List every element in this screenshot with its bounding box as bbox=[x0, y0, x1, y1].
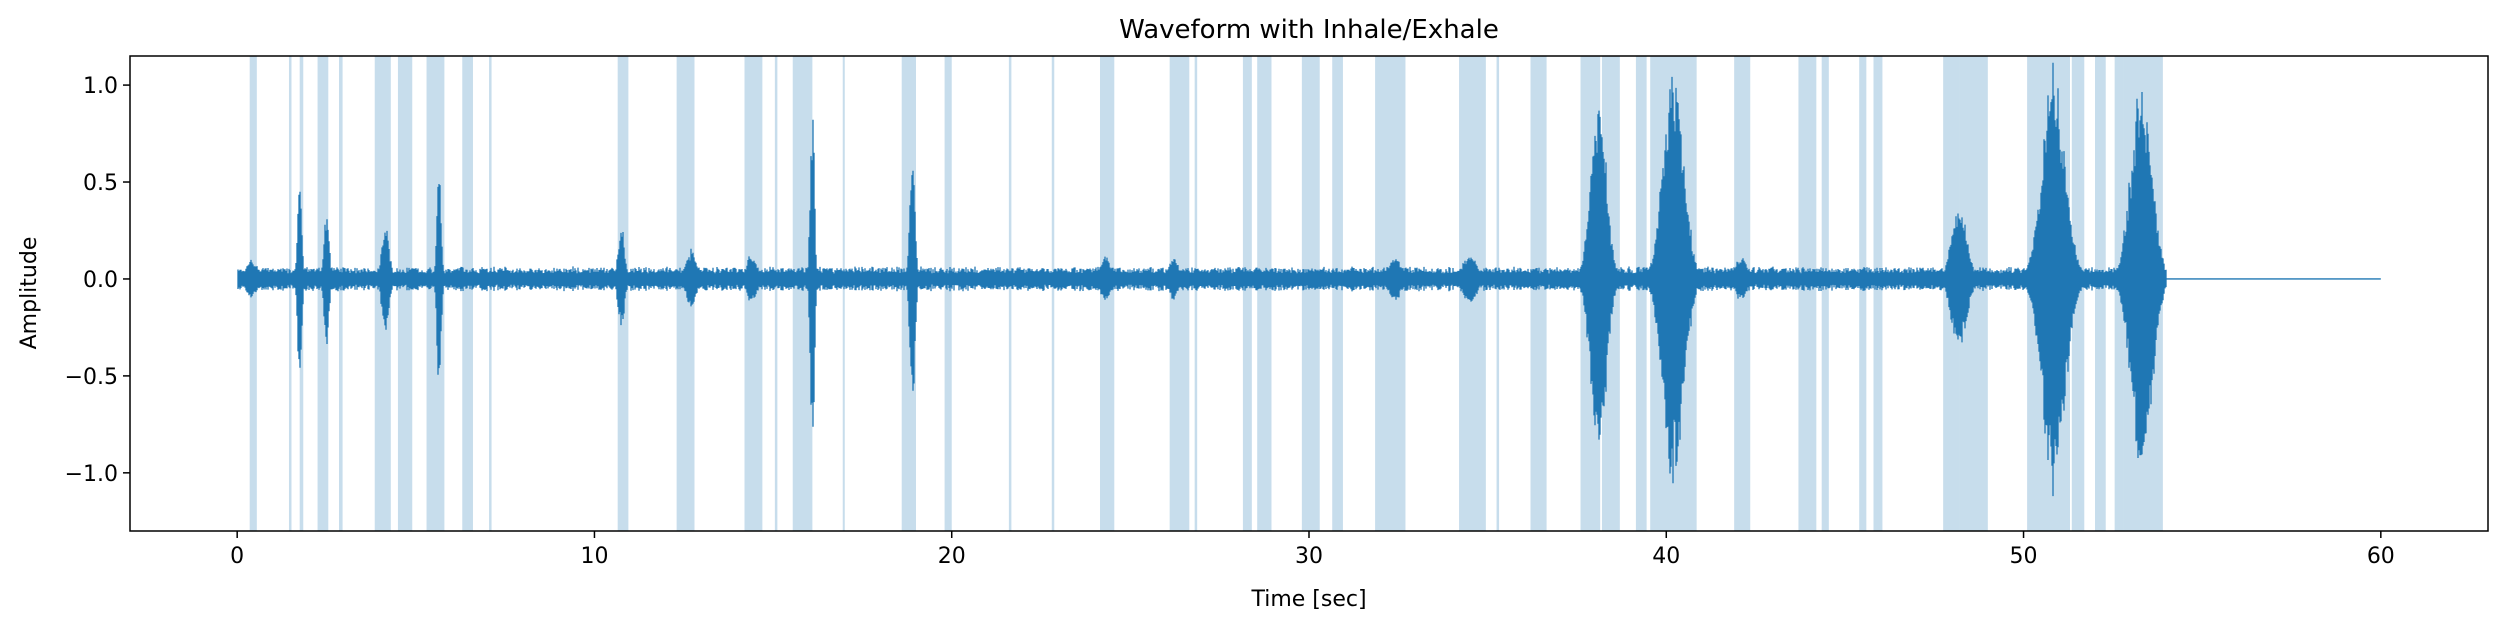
chart-title: Waveform with Inhale/Exhale bbox=[1119, 15, 1499, 45]
y-tick-label: 0.5 bbox=[83, 171, 118, 196]
y-axis-ticks: −1.0 −0.5 0.0 0.5 1.0 bbox=[65, 74, 130, 487]
breath-span bbox=[792, 56, 813, 531]
breath-span bbox=[676, 56, 695, 531]
x-tick-label: 20 bbox=[938, 544, 966, 569]
x-tick-label: 30 bbox=[1295, 544, 1323, 569]
breath-span bbox=[1798, 56, 1817, 531]
x-tick-label: 0 bbox=[230, 544, 244, 569]
waveform-series bbox=[237, 62, 2381, 497]
breath-span bbox=[774, 56, 778, 531]
breath-span bbox=[1821, 56, 1829, 531]
breath-span bbox=[397, 56, 413, 531]
breath-span bbox=[2114, 56, 2124, 531]
y-tick-label: −0.5 bbox=[65, 365, 118, 390]
x-tick-label: 60 bbox=[2367, 544, 2395, 569]
x-tick-label: 50 bbox=[2010, 544, 2038, 569]
breath-span bbox=[1635, 56, 1647, 531]
breath-span bbox=[462, 56, 473, 531]
breath-span bbox=[339, 56, 343, 531]
x-tick-label: 10 bbox=[580, 544, 608, 569]
y-tick-label: 0.0 bbox=[83, 268, 118, 293]
breath-span bbox=[1301, 56, 1320, 531]
breath-span bbox=[1873, 56, 1883, 531]
breath-span bbox=[842, 56, 845, 531]
breath-span bbox=[489, 56, 492, 531]
breath-span bbox=[288, 56, 292, 531]
breath-span bbox=[1051, 56, 1055, 531]
breath-span bbox=[1496, 56, 1500, 531]
y-tick-label: 1.0 bbox=[83, 74, 118, 99]
breath-span bbox=[1859, 56, 1867, 531]
breath-span bbox=[1169, 56, 1190, 531]
x-axis-ticks: 0 10 20 30 40 50 60 bbox=[230, 531, 2395, 569]
breath-span bbox=[1242, 56, 1252, 531]
breath-span bbox=[1530, 56, 1547, 531]
x-tick-label: 40 bbox=[1652, 544, 1680, 569]
y-axis-label: Amplitude bbox=[17, 237, 42, 350]
breath-span bbox=[1194, 56, 1198, 531]
x-axis-label: Time [sec] bbox=[1250, 587, 1366, 612]
breath-span bbox=[1008, 56, 1012, 531]
breath-span bbox=[2095, 56, 2106, 531]
breath-span bbox=[1332, 56, 1343, 531]
breath-span bbox=[944, 56, 952, 531]
waveform-line bbox=[237, 62, 2167, 497]
breath-span bbox=[1257, 56, 1272, 531]
y-tick-label: −1.0 bbox=[65, 462, 118, 487]
